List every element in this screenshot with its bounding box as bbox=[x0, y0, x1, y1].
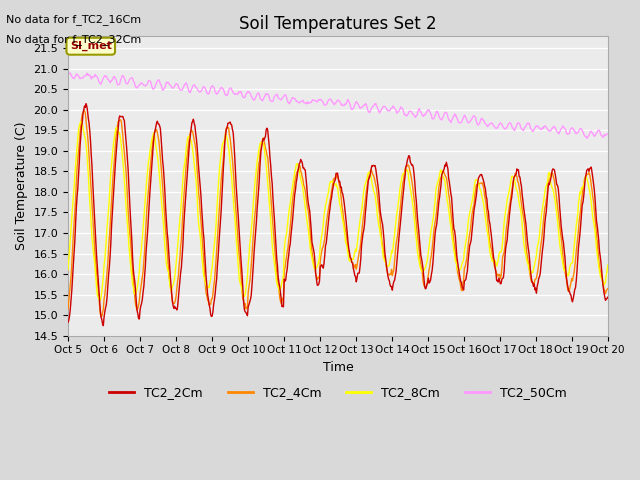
Legend: TC2_2Cm, TC2_4Cm, TC2_8Cm, TC2_50Cm: TC2_2Cm, TC2_4Cm, TC2_8Cm, TC2_50Cm bbox=[104, 381, 572, 404]
Text: No data for f_TC2_16Cm: No data for f_TC2_16Cm bbox=[6, 14, 141, 25]
Title: Soil Temperatures Set 2: Soil Temperatures Set 2 bbox=[239, 15, 436, 33]
Text: No data for f_TC2_32Cm: No data for f_TC2_32Cm bbox=[6, 34, 141, 45]
Text: SI_met: SI_met bbox=[70, 41, 112, 51]
X-axis label: Time: Time bbox=[323, 361, 353, 374]
Y-axis label: Soil Temperature (C): Soil Temperature (C) bbox=[15, 121, 28, 250]
